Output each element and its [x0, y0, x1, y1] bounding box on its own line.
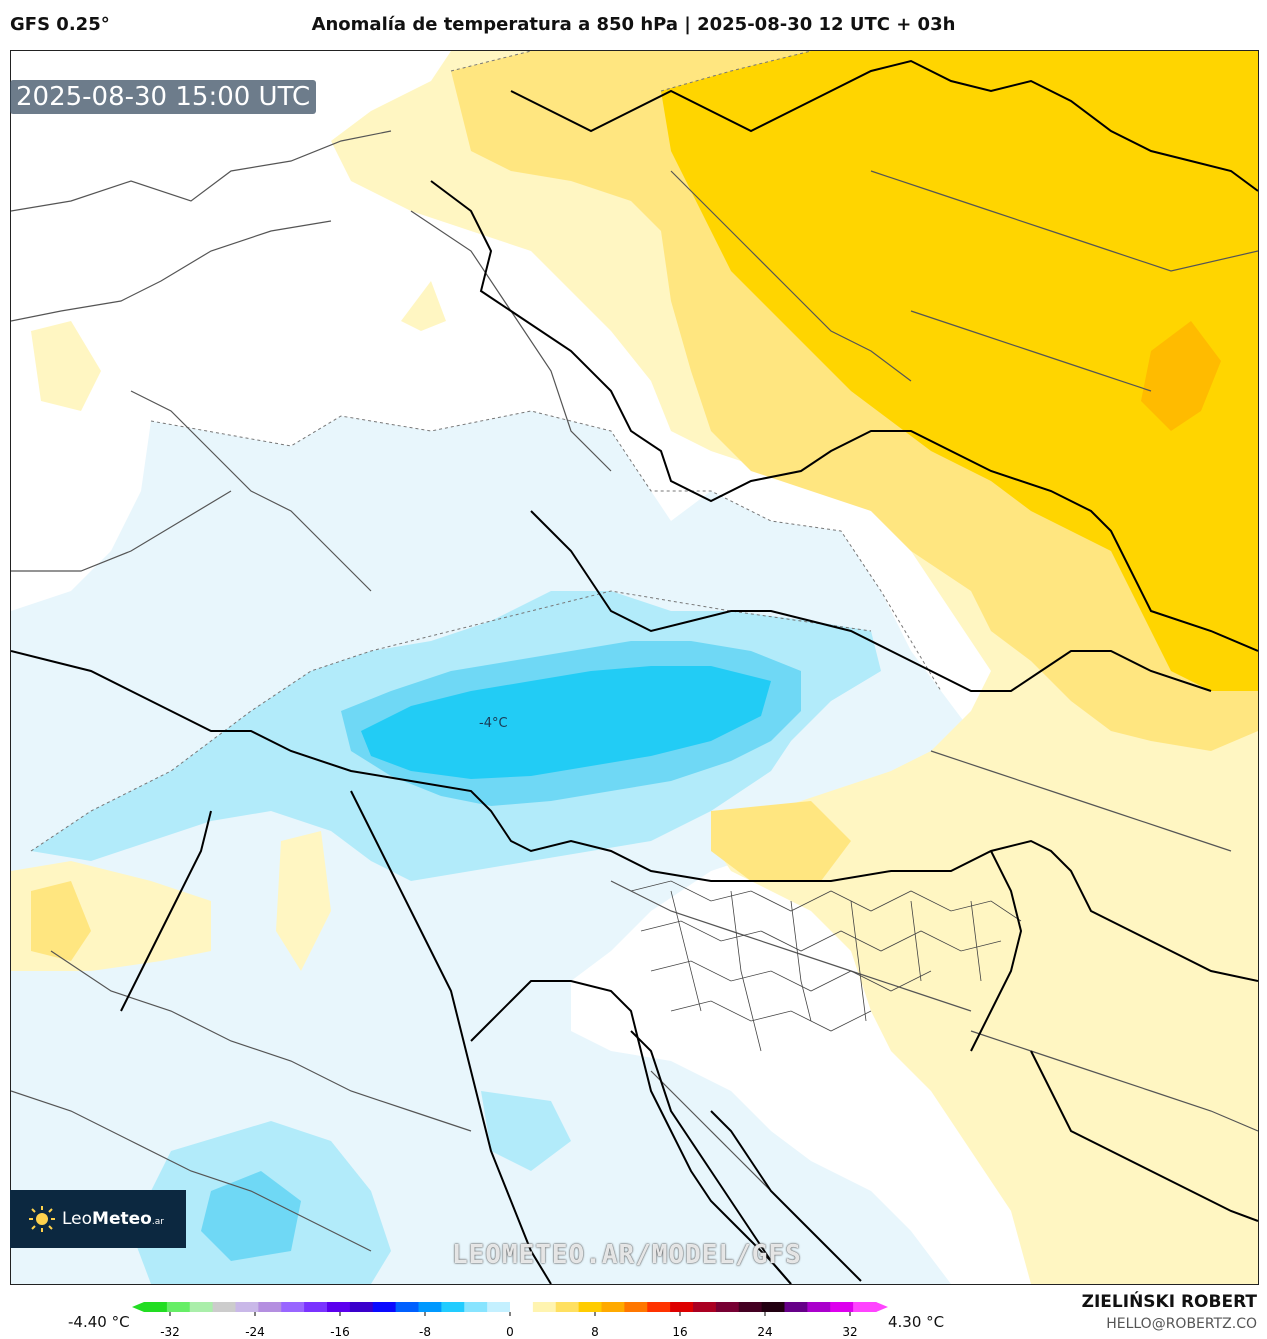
color-scale-cell — [395, 1302, 419, 1312]
negative-anomaly-core — [361, 666, 771, 779]
contour-label: -4°C — [479, 716, 508, 731]
map-panel[interactable]: -4°C — [10, 50, 1259, 1285]
legend-min-label: -4.40 °C — [68, 1313, 130, 1331]
author-email: HELLO@ROBERTZ.CO — [1106, 1316, 1257, 1332]
valid-time-badge: 2025-08-30 15:00 UTC — [10, 80, 317, 114]
legend-max-label: 4.30 °C — [888, 1313, 945, 1331]
source-watermark: LEOMETEO.AR/MODEL/GFS — [452, 1240, 802, 1270]
color-scale-cell — [532, 1302, 557, 1312]
color-scale-cell — [738, 1302, 763, 1312]
color-scale-right-arrow — [876, 1302, 888, 1312]
color-scale-tick-label: 0 — [506, 1325, 514, 1339]
positive-anomaly-core — [1141, 321, 1221, 431]
color-scale-tick-label: 8 — [591, 1325, 599, 1339]
color-scale-ticks: -32 -24 -16 -8 0 8 16 24 32 — [160, 1312, 858, 1339]
municipal-boundaries — [630, 880, 1022, 1052]
color-scale-cell — [304, 1302, 328, 1312]
temperature-anomaly-map: -4°C — [11, 51, 1258, 1284]
color-scale-bar: -32 -24 -16 -8 0 8 16 24 32 — [132, 1302, 888, 1339]
color-scale-cell — [761, 1302, 785, 1312]
color-scale-cell — [601, 1302, 625, 1312]
anomaly-contours — [30, 51, 942, 852]
color-scale-tick-label: 24 — [757, 1325, 772, 1339]
color-scale-tick-label: -8 — [419, 1325, 431, 1339]
color-scale-cell — [624, 1302, 648, 1312]
color-scale-cell — [258, 1302, 282, 1312]
logo-text: LeoMeteo.ar — [62, 1209, 164, 1229]
color-scale-cell — [327, 1302, 351, 1312]
color-scale-cell — [235, 1302, 259, 1312]
coastline — [470, 980, 862, 1284]
leometeo-logo[interactable]: LeoMeteo.ar — [10, 1190, 186, 1248]
color-scale-cell — [372, 1302, 397, 1312]
color-scale-cell — [807, 1302, 831, 1312]
color-scale-cell — [418, 1302, 442, 1312]
color-scale-cell — [349, 1302, 374, 1312]
color-scale-cell — [784, 1302, 808, 1312]
color-scale-cell — [555, 1302, 580, 1312]
color-scale-cell — [670, 1302, 694, 1312]
color-scale-tick-label: 32 — [842, 1325, 857, 1339]
color-scale-cell — [853, 1302, 877, 1312]
color-scale-tick-label: -32 — [160, 1325, 180, 1339]
author-name: ZIELIŃSKI ROBERT — [1081, 1292, 1257, 1312]
color-scale-cell — [578, 1302, 602, 1312]
color-scale-cell — [715, 1302, 740, 1312]
color-scale-tick-label: -16 — [330, 1325, 350, 1339]
color-scale-tick-label: -24 — [245, 1325, 265, 1339]
national-borders — [11, 59, 1258, 1284]
positive-anomaly-strong — [661, 51, 1258, 691]
model-label: GFS 0.25° — [10, 14, 110, 35]
color-scale-cell — [830, 1302, 854, 1312]
color-scale-cell — [647, 1302, 671, 1312]
color-scale-cell — [166, 1302, 191, 1312]
color-scale-cells — [132, 1302, 888, 1312]
map-title: Anomalía de temperatura a 850 hPa | 2025… — [311, 14, 956, 35]
color-scale-cell — [487, 1302, 511, 1312]
color-scale-cell — [510, 1302, 534, 1312]
color-scale-cell — [189, 1302, 214, 1312]
color-scale-cell — [464, 1302, 488, 1312]
color-scale-cell — [144, 1302, 168, 1312]
color-scale-cell — [441, 1302, 465, 1312]
sun-icon — [28, 1205, 56, 1233]
color-scale-left-arrow — [132, 1302, 144, 1312]
color-scale-cell — [212, 1302, 236, 1312]
color-scale-cell — [281, 1302, 305, 1312]
color-scale-cell — [693, 1302, 717, 1312]
region-boundaries — [11, 130, 1258, 1272]
color-scale-tick-label: 16 — [672, 1325, 687, 1339]
